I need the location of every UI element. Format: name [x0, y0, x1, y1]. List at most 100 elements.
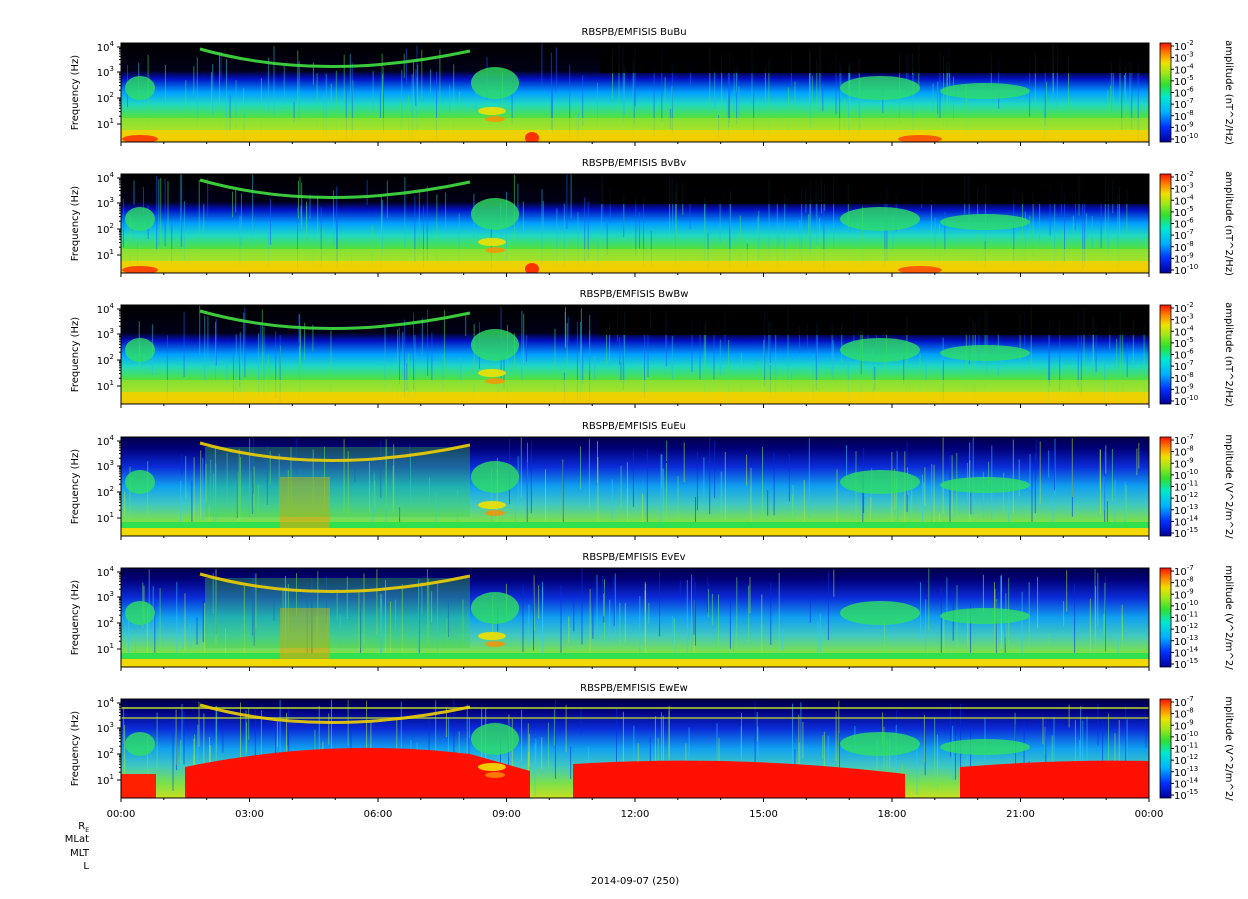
panel-1-spectrogram — [121, 43, 1149, 142]
panel-4-colorbar-tick-label: 10-13 — [1174, 503, 1198, 517]
xtick-label: 06:00 — [364, 809, 393, 820]
panel-5-spectrogram — [121, 568, 1149, 667]
panel-3-colorbar-label: amplitude (nT^2/Hz) — [1223, 302, 1234, 407]
panel-5: RBSPB/EMFISIS EvEv 101 102 103 104 Frequency … — [70, 552, 1234, 671]
panel-3-colorbar-tick-label: 10-8 — [1174, 371, 1194, 385]
panel-3-colorbar-tick-label: 10-3 — [1174, 313, 1194, 327]
panel-5-ytick-label: 104 — [97, 565, 115, 579]
panel-4-ylabel: Frequency (Hz) — [70, 449, 81, 525]
panel-2-spectrogram — [121, 174, 1149, 273]
panel-2-colorbar — [1159, 173, 1172, 274]
ephemeris-label-re-subscript: E — [85, 827, 89, 834]
panel-5-colorbar — [1159, 567, 1172, 668]
panel-2-colorbar-tick-label: 10-5 — [1174, 205, 1194, 219]
panel-3-ytick-label: 103 — [97, 327, 114, 341]
panel-3-colorbar-tick-label: 10-2 — [1174, 301, 1194, 315]
panel-5-colorbar-tick-label: 10-14 — [1174, 645, 1199, 659]
panel-5-colorbar-tick-label: 10-9 — [1174, 587, 1194, 601]
panel-4-colorbar-tick-label: 10-11 — [1174, 480, 1198, 494]
panel-6: RBSPB/EMFISIS EwEw 101 102 103 104 Frequency … — [70, 683, 1234, 820]
panel-6-ylabel: Frequency (Hz) — [70, 711, 81, 787]
panel-5-ytick-label: 101 — [97, 642, 114, 656]
panel-2-colorbar-tick-label: 10-10 — [1174, 263, 1198, 277]
panel-2-colorbar-tick-label: 10-9 — [1174, 251, 1194, 265]
panel-1-colorbar-tick-label: 10-4 — [1174, 62, 1194, 76]
panel-4-colorbar-tick-label: 10-9 — [1174, 456, 1194, 470]
xtick-label: 15:00 — [749, 809, 778, 820]
xtick-label: 21:00 — [1006, 809, 1035, 820]
panel-6-colorbar-label: mplitude (V^2/m^2/ — [1223, 696, 1234, 801]
panel-6-colorbar — [1159, 698, 1172, 799]
panel-4-colorbar — [1159, 436, 1172, 537]
panel-5-ytick-label: 102 — [97, 616, 114, 630]
panel-1-colorbar-tick-label: 10-8 — [1174, 109, 1194, 123]
panel-3-colorbar-tick-label: 10-6 — [1174, 348, 1194, 362]
panel-3-colorbar-tick-label: 10-9 — [1174, 382, 1194, 396]
panel-1-colorbar — [1159, 42, 1172, 143]
panel-2-colorbar-label: amplitude (nT^2/Hz) — [1223, 171, 1234, 276]
panel-1-colorbar-tick-label: 10-3 — [1174, 51, 1194, 65]
panel-2-colorbar-tick-label: 10-4 — [1174, 193, 1194, 207]
panel-5-colorbar-tick-label: 10-13 — [1174, 634, 1198, 648]
panel-5-ytick-label: 103 — [97, 590, 114, 604]
panel-1-ytick-label: 104 — [97, 40, 115, 54]
panel-6-colorbar-tick-label: 10-13 — [1174, 765, 1198, 779]
panel-4-colorbar-tick-label: 10-15 — [1174, 526, 1198, 540]
panel-5-colorbar-tick-label: 10-15 — [1174, 657, 1198, 671]
xtick-label: 00:00 — [1135, 809, 1164, 820]
panel-5-colorbar-tick-label: 10-7 — [1174, 564, 1194, 578]
panel-3-colorbar-tick-label: 10-7 — [1174, 359, 1194, 373]
panel-1-ytick-label: 101 — [97, 117, 114, 131]
panel-1-colorbar-tick-label: 10-6 — [1174, 86, 1194, 100]
panel-1-ytick-label: 102 — [97, 91, 114, 105]
xtick-label: 03:00 — [235, 809, 264, 820]
panel-4-ytick-label: 103 — [97, 459, 114, 473]
panel-2-colorbar-tick-label: 10-6 — [1174, 217, 1194, 231]
panel-2-title: RBSPB/EMFISIS BvBv — [582, 158, 686, 169]
panel-2-ytick-label: 102 — [97, 222, 114, 236]
panel-1-colorbar-tick-label: 10-9 — [1174, 120, 1194, 134]
panel-3-colorbar-tick-label: 10-10 — [1174, 394, 1198, 408]
panel-3-colorbar — [1159, 304, 1172, 405]
panel-6-colorbar-tick-label: 10-7 — [1174, 695, 1194, 709]
panel-5-title: RBSPB/EMFISIS EvEv — [582, 552, 685, 563]
panel-6-colorbar-tick-label: 10-14 — [1174, 776, 1199, 790]
panel-5-colorbar-tick-label: 10-11 — [1174, 611, 1198, 625]
ephemeris-label-mlt: MLT — [70, 848, 90, 859]
panel-2-ylabel: Frequency (Hz) — [70, 186, 81, 262]
xtick-label: 09:00 — [492, 809, 521, 820]
panel-6-colorbar-tick-label: 10-15 — [1174, 788, 1198, 802]
panel-1-colorbar-tick-label: 10-2 — [1174, 39, 1194, 53]
panel-4-ytick-label: 104 — [97, 434, 115, 448]
panel-6-colorbar-tick-label: 10-10 — [1174, 730, 1198, 744]
panel-3-ylabel: Frequency (Hz) — [70, 317, 81, 393]
panel-5-ylabel: Frequency (Hz) — [70, 580, 81, 656]
panel-4-colorbar-tick-label: 10-10 — [1174, 468, 1198, 482]
panel-4-colorbar-tick-label: 10-12 — [1174, 491, 1198, 505]
ephemeris-label-mlat: MLat — [65, 834, 89, 845]
panel-5-colorbar-tick-label: 10-12 — [1174, 622, 1198, 636]
panel-2-ytick-label: 104 — [97, 171, 115, 185]
date-label: 2014-09-07 (250) — [591, 876, 679, 887]
ephemeris-label-re: RE — [78, 821, 89, 834]
panel-5-colorbar-tick-label: 10-8 — [1174, 576, 1194, 590]
panel-1-colorbar-tick-label: 10-10 — [1174, 132, 1198, 146]
panel-4: RBSPB/EMFISIS EuEu 101 102 103 104 Frequency … — [70, 421, 1234, 540]
panel-5-colorbar-label: mplitude (V^2/m^2/ — [1223, 565, 1234, 670]
panel-3-spectrogram — [121, 305, 1149, 404]
panel-4-colorbar-tick-label: 10-14 — [1174, 514, 1199, 528]
panel-2-ytick-label: 101 — [97, 248, 114, 262]
panel-6-ytick-label: 104 — [97, 696, 115, 710]
panel-1: RBSPB/EMFISIS BuBu 101 102 103 104 Frequency … — [70, 27, 1234, 146]
panel-6-ytick-label: 101 — [97, 773, 114, 787]
panel-2-colorbar-tick-label: 10-7 — [1174, 228, 1194, 242]
panel-2-ytick-label: 103 — [97, 196, 114, 210]
panel-3-title: RBSPB/EMFISIS BwBw — [580, 289, 689, 300]
ephemeris-labels: RE MLat MLT L — [65, 821, 90, 872]
panel-4-title: RBSPB/EMFISIS EuEu — [582, 421, 686, 432]
panel-5-colorbar-tick-label: 10-10 — [1174, 599, 1198, 613]
panel-6-colorbar-tick-label: 10-9 — [1174, 718, 1194, 732]
ephemeris-label-re-main: R — [78, 821, 85, 832]
panel-3-colorbar-tick-label: 10-4 — [1174, 324, 1194, 338]
